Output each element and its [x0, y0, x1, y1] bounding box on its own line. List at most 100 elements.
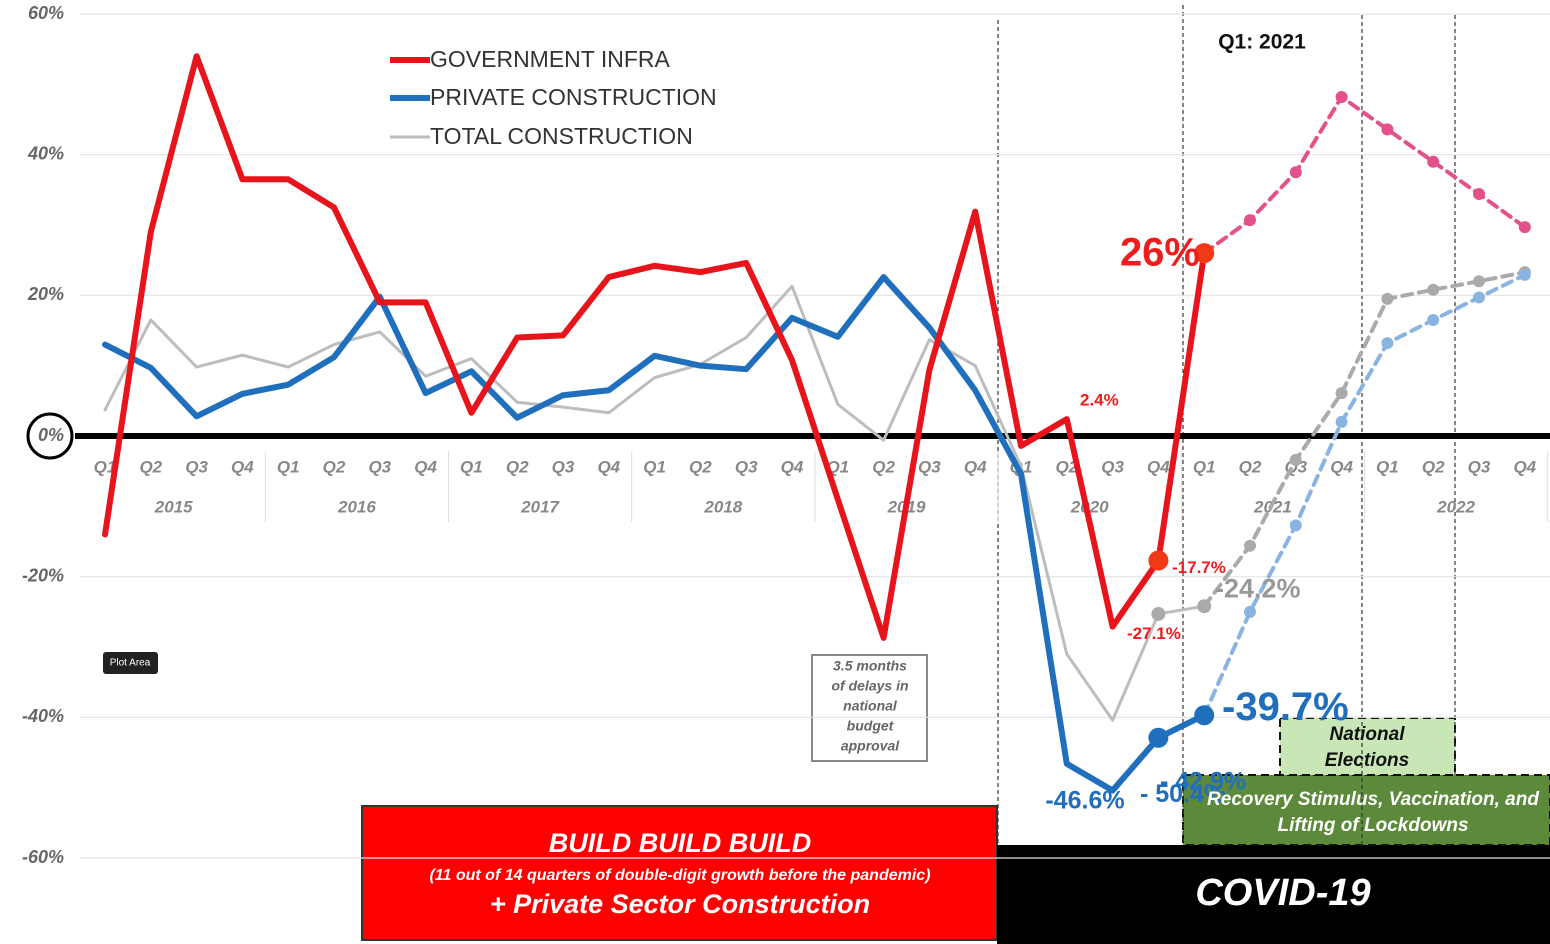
forecast-marker	[1473, 188, 1485, 201]
year-label: 2016	[337, 497, 376, 516]
x-tick-label: Q2	[1239, 457, 1262, 476]
x-tick-label: Q3	[185, 457, 208, 476]
y-tick-label: -60%	[22, 847, 64, 867]
elections-box	[1279, 717, 1456, 776]
forecast-marker	[1244, 214, 1256, 227]
annotation: budget	[847, 718, 895, 734]
series-line	[103, 284, 1206, 722]
forecast-marker	[1518, 221, 1531, 234]
data-label: -39.7%	[1222, 685, 1349, 729]
marker	[1151, 606, 1166, 621]
annotation: approval	[841, 738, 900, 754]
build-box	[361, 805, 998, 941]
x-tick-label: Q2	[323, 457, 346, 476]
x-tick-label: Q1	[1193, 457, 1216, 476]
y-tick-label: 60%	[28, 3, 64, 23]
year-label: 2015	[154, 497, 193, 516]
x-tick-label: Q1	[1376, 457, 1399, 476]
x-tick-label: Q4	[1513, 457, 1536, 476]
x-tick-label: Q1	[460, 457, 483, 476]
covid-box	[997, 845, 1550, 944]
budget-box	[811, 654, 928, 762]
forecast-marker	[1518, 268, 1531, 281]
series-line	[102, 53, 1208, 641]
forecast-marker	[1473, 291, 1485, 304]
x-tick-label: Q2	[1055, 457, 1078, 476]
x-tick-label: Q2	[1422, 457, 1445, 476]
x-tick-label: Q1	[94, 457, 117, 476]
y-tick-label: -40%	[22, 706, 64, 726]
series-line	[1202, 270, 1527, 609]
x-tick-label: Q4	[597, 457, 620, 476]
x-tick-label: Q1	[277, 457, 300, 476]
x-tick-label: Q3	[735, 457, 758, 476]
legend-label: GOVERNMENT INFRA	[430, 46, 670, 72]
x-tick-label: Q4	[781, 457, 804, 476]
forecast-marker	[1289, 453, 1302, 466]
x-tick-label: Q4	[964, 457, 987, 476]
annotation: COVID-19	[1195, 872, 1370, 914]
annotation: BUILD BUILD BUILD	[549, 828, 811, 858]
data-label: - 42.9%	[1160, 767, 1246, 795]
y-tick-label: 20%	[27, 284, 64, 304]
annotation: Recovery Stimulus, Vaccination, and	[1207, 789, 1539, 810]
forecast-marker	[1289, 166, 1302, 179]
x-tick-label: Q3	[1468, 457, 1491, 476]
data-label: -46.6%	[1045, 786, 1124, 814]
year-label: 2018	[703, 497, 742, 516]
forecast-marker	[1427, 155, 1440, 168]
data-label: - 50.4%	[1140, 780, 1226, 808]
legend-label: PRIVATE CONSTRUCTION	[430, 84, 717, 110]
marker	[1194, 705, 1215, 726]
x-tick-label: Q4	[1147, 457, 1170, 476]
series-line	[1202, 94, 1527, 256]
annotation: of delays in	[831, 678, 908, 694]
marker	[1148, 550, 1169, 571]
forecast-marker	[1427, 283, 1440, 296]
y-tick-label: -20%	[22, 565, 64, 585]
x-tick-label: Q4	[1330, 457, 1353, 476]
annotation: (11 out of 14 quarters of double-digit g…	[429, 867, 930, 884]
recovery-box	[1182, 774, 1550, 846]
zero-circle	[26, 412, 74, 460]
data-label: 2.4%	[1080, 391, 1119, 410]
x-tick-label: Q2	[506, 457, 529, 476]
year-label: 2017	[520, 497, 560, 516]
year-label: 2020	[1070, 497, 1109, 516]
annotation: + Private Sector Construction	[490, 889, 870, 919]
series-line	[1202, 272, 1527, 718]
tooltip: Plot Area	[110, 658, 151, 669]
data-label: -17.7%	[1172, 558, 1226, 577]
forecast-marker	[1335, 90, 1348, 103]
year-label: 2022	[1436, 497, 1475, 516]
forecast-marker	[1381, 292, 1394, 305]
y-tick-label: 40%	[27, 143, 64, 163]
forecast-marker	[1381, 337, 1394, 350]
y-tick-label: 0%	[38, 425, 64, 445]
legend-label: TOTAL CONSTRUCTION	[430, 123, 693, 149]
x-tick-label: Q2	[689, 457, 712, 476]
x-tick-label: Q3	[368, 457, 391, 476]
x-tick-label: Q2	[872, 457, 895, 476]
forecast-marker	[1335, 387, 1348, 400]
annotation: Q1: 2021	[1218, 31, 1306, 54]
x-tick-label: Q1	[826, 457, 849, 476]
x-tick-label: Q2	[139, 457, 162, 476]
annotation: national	[843, 698, 898, 714]
data-label: -24.2%	[1215, 573, 1301, 603]
x-tick-label: Q3	[552, 457, 575, 476]
x-tick-label: Q1	[643, 457, 666, 476]
plot-area-tip	[103, 652, 158, 674]
series-line	[102, 274, 1208, 794]
forecast-marker	[1335, 415, 1348, 428]
forecast-marker	[1289, 519, 1302, 532]
forecast-marker	[1244, 539, 1256, 552]
x-tick-label: Q3	[918, 457, 941, 476]
x-tick-label: Q3	[1101, 457, 1124, 476]
data-label: -27.1%	[1127, 624, 1181, 643]
forecast-marker	[1244, 605, 1256, 618]
x-tick-label: Q4	[231, 457, 254, 476]
forecast-marker	[1473, 275, 1485, 288]
marker	[1194, 243, 1215, 264]
